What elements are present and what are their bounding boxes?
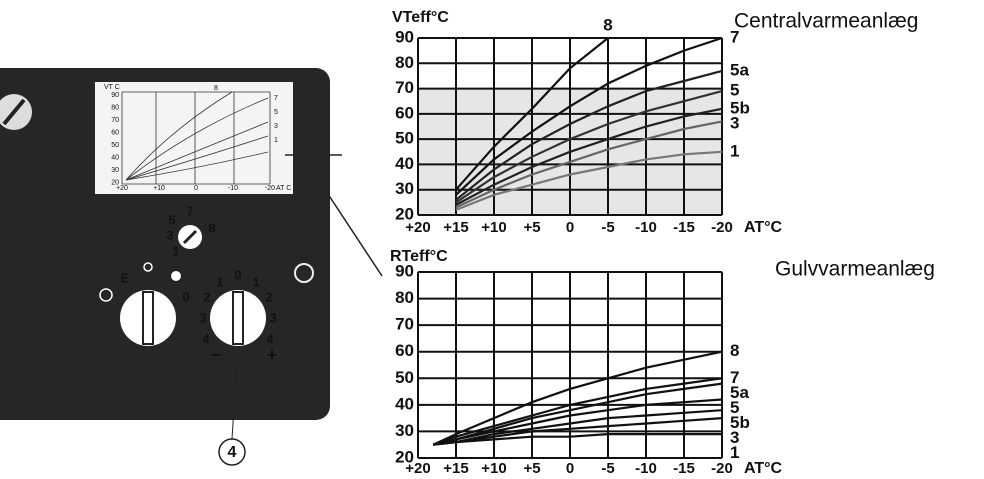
mode-dial[interactable]	[120, 290, 176, 346]
dial-sign: −	[211, 345, 222, 365]
y-tick-label: 60	[395, 341, 414, 360]
mini-x-tick: -20	[265, 185, 275, 192]
x-axis-label: AT°C	[744, 219, 783, 236]
x-tick-label: +10	[481, 219, 506, 236]
y-tick-label: 80	[395, 288, 414, 307]
chart-title: Gulvvarmeanlæg	[775, 258, 935, 281]
mini-curve-label: 8	[214, 85, 218, 92]
mini-x-tick: +10	[153, 185, 165, 192]
dial-mark: E	[121, 270, 130, 285]
curve-label: 1	[730, 443, 739, 462]
x-tick-label: +15	[443, 460, 468, 477]
callout-number: 4	[228, 444, 237, 461]
chart-title: Centralvarmeanlæg	[734, 10, 918, 33]
mini-y-tick: 40	[111, 154, 119, 161]
mini-x-tick: +20	[116, 185, 128, 192]
y-tick-label: 90	[395, 27, 414, 46]
x-tick-label: -5	[601, 460, 614, 477]
x-tick-label: -15	[673, 460, 695, 477]
curve-label: 8	[730, 341, 739, 360]
mini-chart	[95, 82, 293, 194]
x-tick-label: -20	[711, 460, 733, 477]
y-tick-label: 90	[395, 261, 414, 280]
dial-mark: 3	[199, 310, 206, 325]
mini-y-tick: 80	[111, 104, 119, 111]
x-tick-label: 0	[566, 219, 574, 236]
pointer-line	[322, 185, 382, 276]
x-tick-label: +5	[523, 460, 540, 477]
x-tick-label: -10	[635, 460, 657, 477]
dial-sign: +	[267, 345, 278, 365]
dial-mark: 8	[208, 220, 215, 235]
x-tick-label: +15	[443, 219, 468, 236]
dial-mark: 1	[172, 243, 179, 258]
curve-label: 8	[603, 15, 612, 34]
x-tick-label: -15	[673, 219, 695, 236]
dial-mark: 4	[202, 331, 210, 346]
curve-label: 3	[730, 113, 739, 132]
dial-mark: 0	[182, 289, 189, 304]
y-tick-label: 30	[395, 421, 414, 440]
mini-series-label: 5	[274, 109, 278, 116]
x-tick-label: +10	[481, 460, 506, 477]
x-tick-label: 0	[566, 460, 574, 477]
y-axis-label: VTeff°C	[392, 9, 449, 26]
y-tick-label: 80	[395, 53, 414, 72]
correction-dial[interactable]	[210, 290, 266, 346]
y-tick-label: 40	[395, 394, 414, 413]
mini-y-tick: 90	[111, 92, 119, 99]
curve-label: 7	[730, 27, 739, 46]
x-axis-label: AT°C	[744, 460, 783, 477]
mini-x-tick: -10	[228, 185, 238, 192]
y-tick-label: 30	[395, 179, 414, 198]
y-tick-label: 40	[395, 154, 414, 173]
dial-mark: 5	[168, 212, 175, 227]
y-tick-label: 70	[395, 315, 414, 334]
y-tick-label: 50	[395, 368, 414, 387]
curve-label: 5a	[730, 60, 749, 79]
mini-y-tick: 50	[111, 142, 119, 149]
x-tick-label: +20	[405, 460, 430, 477]
x-tick-label: -5	[601, 219, 614, 236]
curve-label: 1	[730, 141, 739, 160]
dial-mark: 2	[203, 289, 210, 304]
mini-y-tick: 30	[111, 167, 119, 174]
dial-mark: 3	[269, 310, 276, 325]
mini-series-label: 1	[274, 137, 278, 144]
x-tick-label: -20	[711, 219, 733, 236]
y-tick-label: 50	[395, 129, 414, 148]
x-tick-label: +5	[523, 219, 540, 236]
mini-y-tick: 70	[111, 117, 119, 124]
dial-mark: 3	[166, 227, 173, 242]
y-tick-label: 60	[395, 103, 414, 122]
page: 9080706050403020+20+100-10-20VT CAT C875…	[0, 0, 984, 479]
dial-mark: 7	[186, 203, 193, 218]
moon-icon	[171, 271, 181, 281]
mini-series-label: 3	[274, 123, 278, 130]
mini-y-tick: 60	[111, 129, 119, 136]
y-tick-label: 70	[395, 78, 414, 97]
mini-x-tick: 0	[194, 185, 198, 192]
curve-label: 5	[730, 81, 739, 100]
x-tick-label: +20	[405, 219, 430, 236]
x-tick-label: -10	[635, 219, 657, 236]
dial-mark: 2	[265, 289, 272, 304]
mini-x-label: AT C	[276, 185, 291, 192]
dial-mark: 1	[216, 274, 223, 289]
dial-mark: 1	[252, 274, 259, 289]
mini-series-label: 7	[274, 95, 278, 102]
mini-y-label: VT C	[104, 84, 120, 91]
dial-mark: 0	[234, 267, 241, 282]
